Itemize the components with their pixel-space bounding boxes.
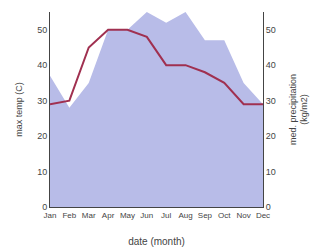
svg-text:Oct: Oct [218,211,231,220]
svg-text:30: 30 [37,96,47,106]
svg-text:Mar: Mar [82,211,96,220]
svg-text:10: 10 [37,167,47,177]
svg-text:May: May [120,211,135,220]
svg-text:Dec: Dec [256,211,270,220]
svg-text:Nov: Nov [237,211,251,220]
svg-text:med. precipitation(kg/m2): med. precipitation(kg/m2) [288,74,310,145]
svg-text:Jul: Jul [161,211,171,220]
svg-text:50: 50 [266,25,276,35]
svg-text:max temp (C): max temp (C) [14,82,24,137]
svg-text:Apr: Apr [102,211,115,220]
svg-text:Sep: Sep [198,211,213,220]
svg-text:20: 20 [266,131,276,141]
svg-text:40: 40 [37,60,47,70]
svg-text:30: 30 [266,96,276,106]
svg-text:0: 0 [42,202,47,212]
svg-text:Jun: Jun [140,211,153,220]
svg-text:Jan: Jan [44,211,57,220]
svg-text:40: 40 [266,60,276,70]
svg-text:Feb: Feb [62,211,76,220]
svg-text:0: 0 [266,202,271,212]
svg-text:date (month): date (month) [128,236,185,247]
svg-text:50: 50 [37,25,47,35]
svg-text:10: 10 [266,167,276,177]
svg-text:Aug: Aug [178,211,192,220]
svg-text:20: 20 [37,131,47,141]
